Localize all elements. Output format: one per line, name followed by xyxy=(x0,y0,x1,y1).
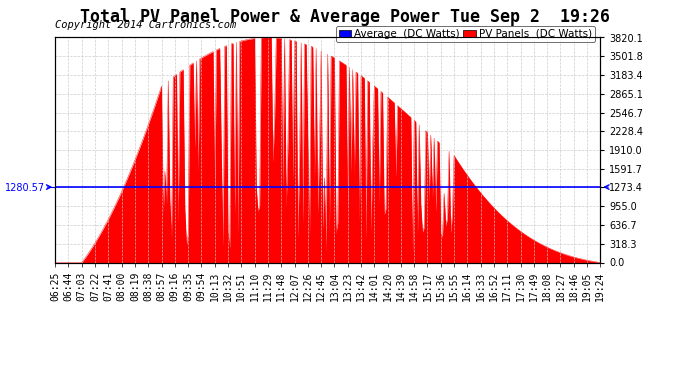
Text: Copyright 2014 Cartronics.com: Copyright 2014 Cartronics.com xyxy=(55,20,237,30)
Legend: Average  (DC Watts), PV Panels  (DC Watts): Average (DC Watts), PV Panels (DC Watts) xyxy=(336,26,595,42)
Text: Total PV Panel Power & Average Power Tue Sep 2  19:26: Total PV Panel Power & Average Power Tue… xyxy=(80,8,610,26)
